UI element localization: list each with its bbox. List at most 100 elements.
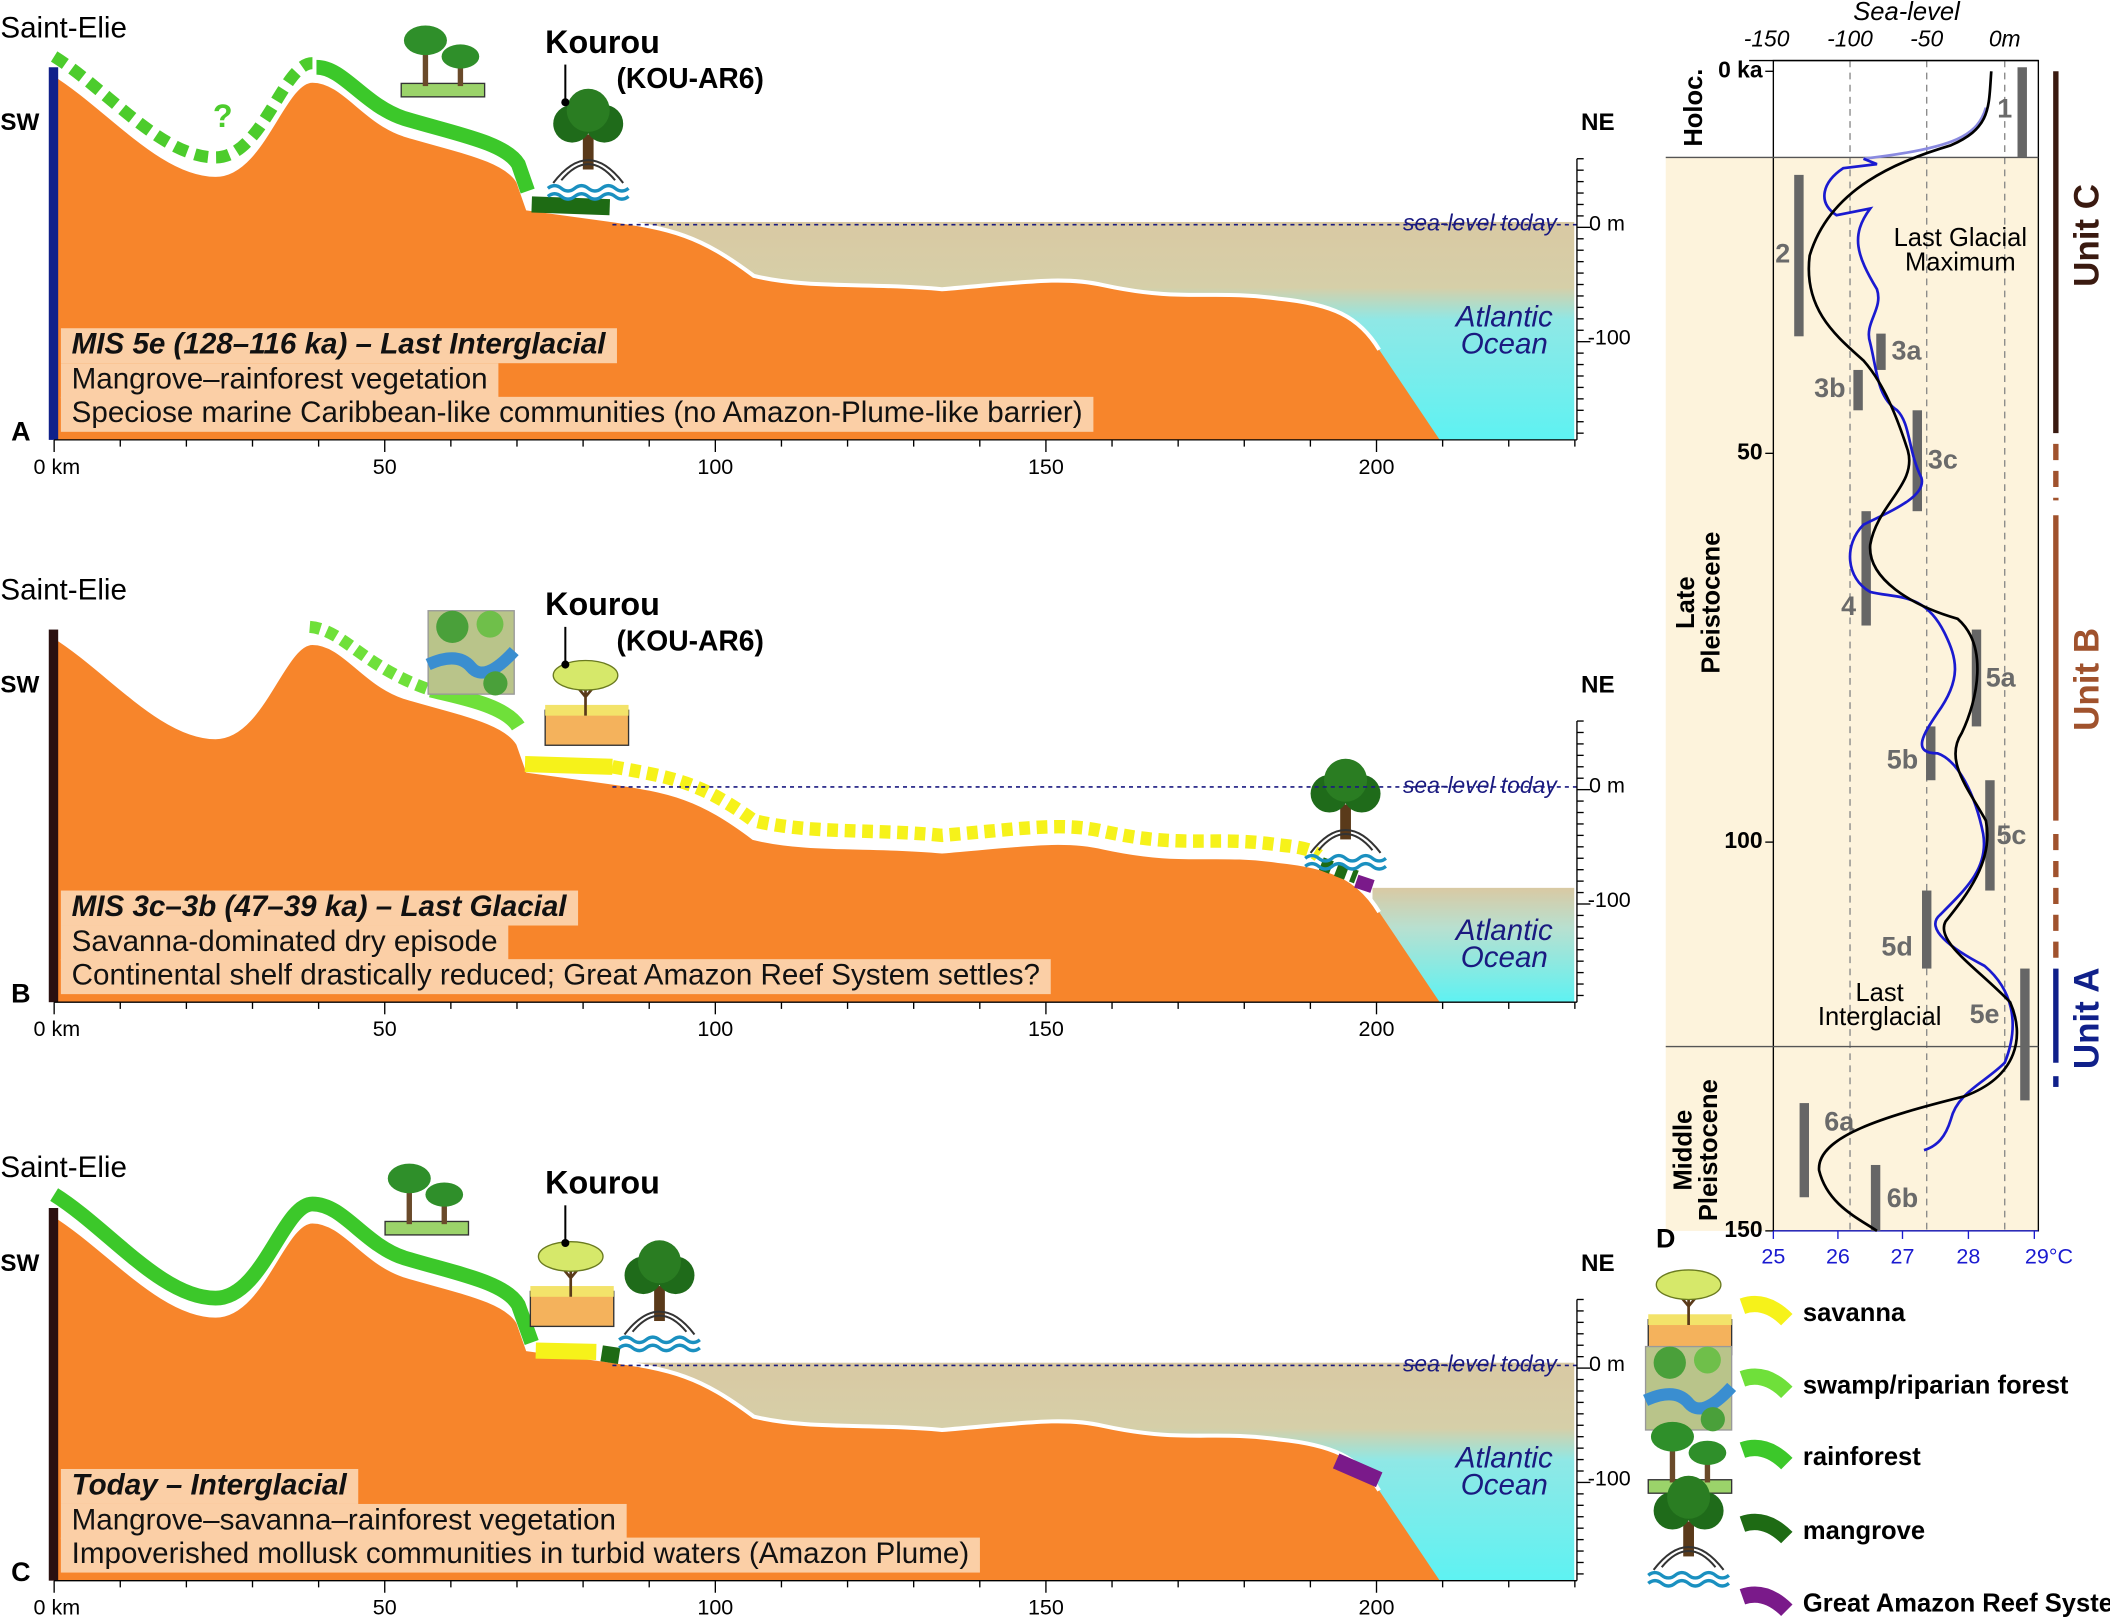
annotation: Last Glacial [1894,224,2027,252]
panel-letter: C [11,1557,30,1587]
legend-swatch [1739,1368,1793,1399]
canopy [1693,1346,1721,1374]
pleistocene-bg [1665,157,2039,1231]
age-tick-label: 0 ka [1718,56,1763,82]
stage-bar [1985,780,1995,891]
distance-tick-label: 50 [373,455,397,479]
ocean-label: Ocean [1461,1468,1548,1501]
unit-label: Unit A [2068,968,2107,1070]
caption-box [60,396,1094,432]
canopy [476,610,504,638]
direction-label: SW [0,1250,39,1277]
annotation: Maximum [1905,248,2016,276]
depth-tick-label: 0 m [1589,211,1625,235]
stage-bar [1921,890,1932,969]
canopy [387,1163,431,1194]
stage-bar [1870,1164,1881,1231]
waves [546,183,630,201]
ocean-label: Atlantic [1454,914,1553,947]
vegetation-belt [531,196,611,216]
roots [552,159,624,184]
canopy [1324,758,1368,802]
caption-box [60,925,509,961]
stage-label: 2 [1775,239,1790,269]
ground [529,1290,615,1328]
caption-line: Continental shelf drastically reduced; G… [72,958,1040,991]
vegetation-belt [1354,874,1375,893]
trunk [1704,1458,1711,1483]
sea-level-curve [1807,71,2019,1233]
stage-label: 4 [1841,591,1856,621]
top-tick-label: 0m [1989,25,2021,51]
stage-label: 6a [1824,1106,1855,1136]
legend-label: rainforest [1803,1443,1921,1471]
town-pointer-dot [561,1238,570,1248]
basement-bar [48,629,59,1003]
canopy [441,44,480,69]
stage-bar [1794,174,1804,337]
vegetation-belt [308,620,433,696]
ocean-label: Ocean [1461,328,1548,361]
vegetation-belt [315,59,535,194]
trunk [654,1286,665,1322]
axis-title: Sea-level [1853,0,1961,26]
uncertain-mark: ? [213,98,233,134]
grass [545,704,629,716]
trunk [457,61,464,87]
age-tick-label: 150 [1724,1216,1762,1242]
canopy [1650,1421,1694,1452]
direction-label: SW [0,671,39,698]
roots [1652,1546,1725,1571]
icon-mangrove [1304,758,1387,871]
vegetation-belt [1332,1453,1383,1488]
caption-line: Mangrove–rainforest vegetation [72,363,488,396]
river [425,646,519,679]
canopy [425,1182,464,1207]
epoch-label: Middle [1669,1110,1697,1191]
stage-bar [1861,511,1871,626]
distance-tick-label: 0 km [34,1596,81,1620]
distance-tick-label: 0 km [34,455,81,479]
legend-label: swamp/riparian forest [1803,1372,2069,1400]
ocean-label: Ocean [1461,941,1548,974]
legend-swatch [1739,1295,1793,1326]
stage-bar [1876,333,1886,370]
vegetation-belt [611,760,1323,861]
legend-swatch [1739,1513,1793,1544]
caption-line: MIS 5e (128–116 ka) – Last Interglacial [72,328,607,361]
distance-tick-label: 0 km [34,1017,81,1041]
direction-label: NE [1581,1250,1615,1277]
trunk [406,1186,412,1225]
bottom-tick-label: 28 [1956,1244,1980,1268]
icon-rainforest [384,1163,470,1236]
panel-letter: A [11,416,30,446]
panel-letter: D [1656,1223,1675,1253]
waves [1647,1570,1731,1588]
basement-bar [48,1208,59,1581]
ground [384,1220,470,1236]
distance-tick-label: 150 [1028,1596,1064,1620]
depth-tick-label: 0 m [1589,774,1625,798]
stage-label: 5e [1970,999,2000,1029]
stage-label: 5a [1986,662,2017,692]
caption-box [60,1468,359,1504]
sea-level-label: sea-level today [1403,772,1558,798]
legend-label: Great Amazon Reef System [1803,1590,2110,1618]
terrain-outline [53,1213,1381,1492]
trunk [1340,804,1351,840]
core-label: (KOU-AR6) [616,624,763,656]
roots [1309,829,1382,854]
stage-label: 3b [1814,373,1845,403]
depth-tick-label: -100 [1588,888,1631,912]
legend-swatch [1739,1586,1793,1617]
stage-label: 5c [1996,820,2026,850]
distance-tick-label: 100 [697,455,733,479]
stage-label: 1 [1997,93,2012,123]
waves [1304,853,1387,871]
distance-tick-label: 150 [1028,455,1064,479]
icon-savanna [544,659,630,746]
caption-box [60,890,579,926]
